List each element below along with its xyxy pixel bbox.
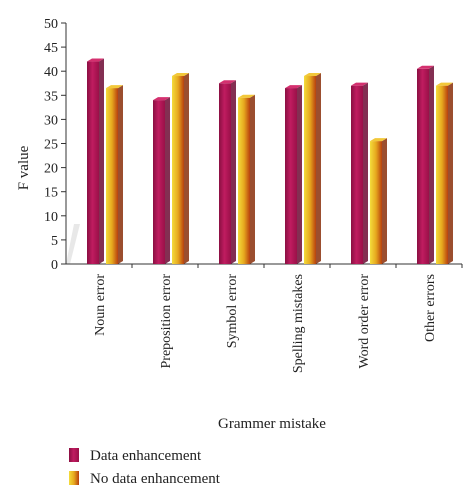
x-tick-label: Other errors [423,274,438,342]
legend-item-series-2: No data enhancement [69,471,221,487]
y-tick-label: 0 [51,258,58,273]
bar-side [99,58,104,265]
axes: 0 5 10 15 20 25 30 35 40 45 50 [44,17,463,273]
bar-side [165,97,170,265]
bar-side [429,65,434,264]
bar-top [304,73,321,77]
bar [172,76,184,265]
bar-side [363,82,368,264]
bar-top [285,85,302,89]
bar-side [118,85,123,264]
bar-top [436,82,453,86]
x-tick-labels: Noun error Preposition error Symbol error S… [93,274,438,374]
legend-swatch-series-1 [69,448,79,462]
bar [351,85,363,264]
y-tick-label: 25 [44,138,58,153]
bars [87,58,453,265]
bar-top [87,58,104,62]
bar [370,141,382,264]
bar-side [448,82,453,264]
bar [87,61,99,265]
bar [219,83,231,264]
bar-top [153,97,170,101]
bar [285,88,297,264]
y-tick-label: 15 [44,186,58,201]
legend-item-series-1: Data enhancement [69,448,202,464]
legend-label-series-2: No data enhancement [90,471,221,487]
bar-side [231,80,236,264]
bar [304,76,316,265]
x-axis-title: Grammer mistake [218,416,326,432]
bar-side [184,73,189,265]
bar-top [219,80,236,84]
bar [106,88,118,264]
bar [417,68,429,264]
x-tick-label: Noun error [93,274,108,336]
y-tick-label: 45 [44,41,58,56]
bar [436,85,448,264]
bar-top [351,82,368,86]
y-tick-label: 20 [44,162,58,177]
floor-shadow [66,224,80,264]
x-tick-label: Word order error [357,274,372,369]
bar-side [382,138,387,264]
legend: Data enhancement No data enhancement [69,448,221,487]
bar-top [172,73,189,77]
y-tick-label: 35 [44,89,58,104]
y-tick-label: 5 [51,234,58,249]
bar [153,100,165,265]
bar-side [250,94,255,265]
bar-top [238,94,255,98]
x-tick-label: Spelling mistakes [291,274,306,373]
y-tick-label: 10 [44,210,58,225]
x-tick-label: Preposition error [159,274,174,369]
legend-swatch-series-2 [69,471,79,485]
legend-label-series-1: Data enhancement [90,448,202,464]
bar-top [106,85,123,89]
bar-side [316,73,321,265]
y-axis-title: F value [16,145,32,190]
bar-side [297,85,302,264]
bar [238,97,250,265]
y-tick-label: 30 [44,113,58,128]
x-tick-label: Symbol error [225,274,240,349]
y-tick-label: 50 [44,17,58,32]
y-tick-label: 40 [44,65,58,80]
bar-top [370,138,387,142]
bar-top [417,65,434,69]
